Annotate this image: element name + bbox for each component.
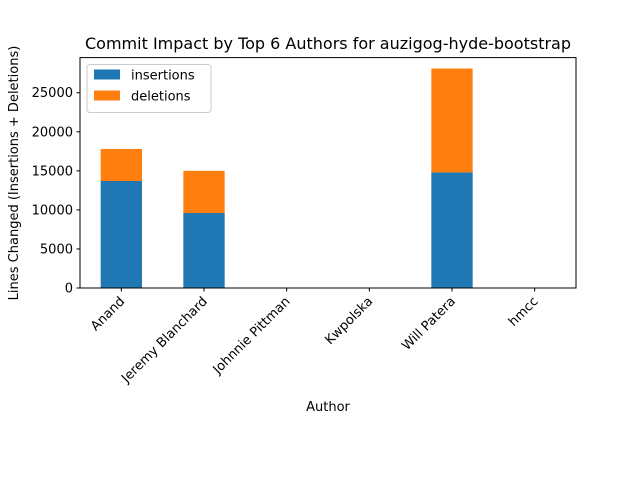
bar-insertions-anand bbox=[100, 181, 142, 288]
x-axis-label: Author bbox=[306, 400, 350, 415]
bar-deletions-anand bbox=[100, 148, 142, 182]
y-tick-label: 25000 bbox=[32, 86, 73, 101]
y-tick-label: 5000 bbox=[40, 242, 73, 257]
y-tick-label: 15000 bbox=[32, 164, 73, 179]
chart-title: Commit Impact by Top 6 Authors for auzig… bbox=[85, 34, 571, 53]
legend: insertions deletions bbox=[86, 64, 212, 113]
legend-label-insertions: insertions bbox=[131, 69, 195, 84]
plot-frame bbox=[79, 57, 577, 289]
y-tick-label: 0 bbox=[65, 282, 73, 297]
bar-insertions-jeremy-blanchard bbox=[183, 213, 225, 288]
legend-swatch-insertions bbox=[94, 69, 120, 80]
bar-deletions-will-patera bbox=[431, 68, 473, 173]
y-axis-label: Lines Changed (Insertions + Deletions) bbox=[7, 46, 22, 301]
y-tick-label: 10000 bbox=[32, 203, 73, 218]
y-axis: 0 5000 10000 15000 20000 25000 bbox=[32, 86, 80, 297]
y-tick-label: 20000 bbox=[32, 125, 73, 140]
bar-deletions-jeremy-blanchard bbox=[183, 170, 225, 214]
legend-label-deletions: deletions bbox=[131, 90, 191, 105]
bar-insertions-will-patera bbox=[431, 172, 473, 288]
bars-group bbox=[100, 68, 473, 288]
legend-swatch-deletions bbox=[94, 90, 120, 101]
